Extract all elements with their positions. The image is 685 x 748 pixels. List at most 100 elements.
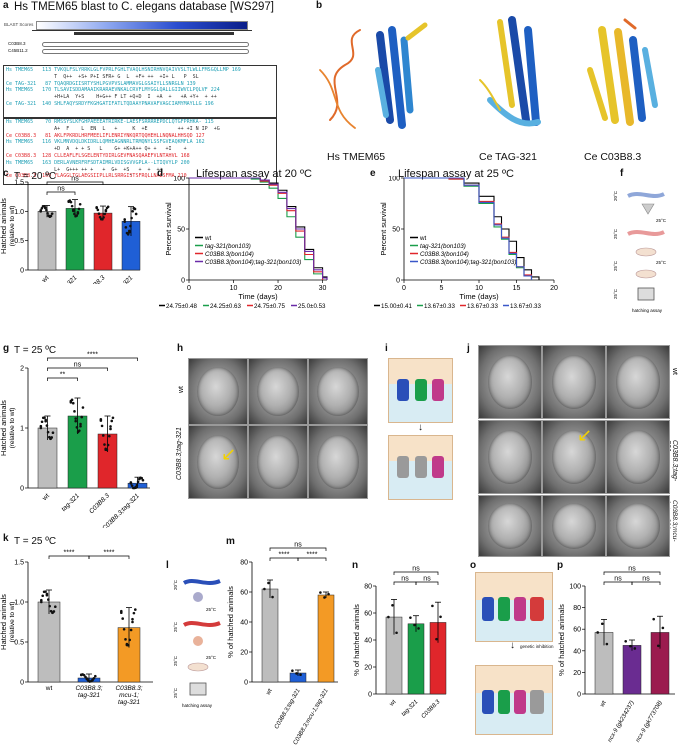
sig-label: ns	[423, 576, 431, 583]
y-tick-label: 0	[368, 692, 372, 699]
alignment-box-2: Hs TMEM65 70 RMSSYSLKFGHPAEEEATRIRKE-LAE…	[3, 117, 277, 185]
data-point	[628, 644, 632, 648]
data-point	[134, 485, 137, 489]
structure-tag321	[479, 16, 541, 127]
x-tick-label: C03B8.3;tag-321	[274, 688, 302, 730]
sig-label: ns	[401, 576, 409, 583]
sig-bracket	[46, 174, 132, 175]
l-temp: 25°C	[173, 655, 178, 666]
x-tick-label: 0	[402, 285, 406, 292]
chart-e: 0 50 100 0 5 10 15 20 Time (days) Percent surviva…	[374, 176, 558, 310]
bar	[65, 208, 85, 271]
series-line	[404, 177, 540, 280]
y-tick-label: 60	[364, 611, 372, 618]
schematic-f: 20°C 25°C 25°C 25°C 25°C 25°C hatching a…	[613, 190, 667, 313]
chart-c: 0 0.5 1.0 1.5 Hatched animals (relative to wt…	[0, 174, 141, 284]
align2-line: A+ F L EN L + K +E ++ +I N IP +G	[6, 125, 220, 132]
bar	[622, 645, 642, 695]
panel-n-label: n	[352, 560, 359, 571]
panel-m-label: m	[226, 536, 235, 547]
data-point	[39, 426, 43, 430]
data-point	[267, 581, 270, 585]
data-point	[141, 478, 145, 482]
data-point	[125, 643, 129, 647]
data-point	[323, 596, 326, 599]
channel-icon	[530, 597, 544, 621]
x-tick-label: C03B8.3	[84, 274, 107, 284]
sig-bracket	[46, 191, 76, 195]
data-point	[291, 669, 294, 673]
data-point	[40, 420, 44, 424]
mito-schematic-o-top	[475, 572, 553, 642]
data-point	[109, 425, 112, 428]
data-point	[70, 204, 74, 208]
panel-k-label: k	[3, 533, 9, 544]
data-point	[85, 677, 89, 681]
data-point	[130, 216, 133, 220]
sig-label: ns	[642, 576, 650, 583]
worm-icon	[627, 230, 665, 236]
x-tick-label: tag-321	[78, 692, 100, 699]
data-point	[47, 598, 50, 601]
data-point	[94, 674, 97, 678]
panel-g-label: g	[3, 343, 10, 354]
sig-bracket	[88, 555, 130, 559]
data-point	[69, 399, 73, 403]
stats-label: 13.67±0.33	[510, 303, 541, 310]
data-point	[121, 617, 124, 620]
data-point	[128, 638, 131, 642]
stats-label: 24.75±0.75	[254, 303, 285, 310]
blast-score-gradient	[36, 21, 248, 30]
data-point	[435, 637, 438, 641]
sig-bracket	[603, 571, 661, 575]
worm-icon	[182, 621, 221, 627]
y-tick-label: 80	[240, 560, 248, 567]
chart-k: 0 0.5 1.0 1.5 Hatched animals (relative to wt…	[0, 550, 153, 706]
data-point	[111, 416, 115, 420]
data-point	[75, 214, 79, 217]
micrograph	[188, 358, 248, 425]
data-point	[103, 212, 107, 216]
protein-label-c03b8: Ce C03B8.3	[584, 151, 642, 163]
x-tick-label: 10	[230, 285, 238, 292]
bar	[407, 623, 425, 695]
x-tick-label: C03B8.3	[421, 699, 442, 720]
channel-icon	[530, 690, 544, 714]
data-point	[78, 202, 82, 206]
data-point	[80, 415, 84, 419]
channel-icon	[415, 456, 427, 478]
sig-label: ns	[294, 542, 302, 549]
data-point	[661, 626, 665, 630]
data-point	[104, 448, 107, 452]
series-line	[189, 177, 328, 280]
micrograph	[606, 420, 670, 494]
y-tick-label: 40	[364, 638, 372, 645]
data-point	[40, 206, 44, 210]
tube-icon	[641, 203, 655, 215]
data-point	[439, 615, 442, 619]
data-point	[79, 424, 82, 428]
y-axis-label: Hatched animals	[0, 400, 8, 456]
legend-label: tag-321(bon103)	[205, 243, 251, 250]
y-tick-label: 2	[20, 366, 24, 373]
legend-label: C03B8.3(bon104)	[420, 251, 469, 258]
f-assay-label: hatching assay	[632, 308, 663, 313]
alignment-box-1: Hs TMEM65 113 TVKQLFSLYRRKLGLFVPRLFGHLTV…	[3, 65, 277, 119]
sig-bracket	[393, 571, 439, 575]
data-point	[79, 422, 82, 426]
sig-label: ****	[87, 352, 98, 359]
channel-icon	[514, 690, 526, 714]
blast-scores-header: BLAST Scores	[4, 22, 34, 27]
data-point	[45, 208, 48, 212]
data-point	[74, 419, 77, 423]
chart-n: 0 20 40 60 80 % of hatched animals wt tag-321 C0…	[352, 566, 447, 720]
f-temp: 25°C	[613, 260, 618, 271]
x-tick-label: 10	[475, 285, 483, 292]
data-point	[51, 431, 55, 434]
x-tick-label: wt	[265, 688, 274, 697]
x-tick-label: 30	[319, 285, 327, 292]
sig-bracket	[46, 181, 104, 185]
data-point	[73, 212, 76, 216]
sig-label: ns	[74, 362, 82, 369]
y-axis-label-2: (relative to wt)	[9, 206, 16, 247]
